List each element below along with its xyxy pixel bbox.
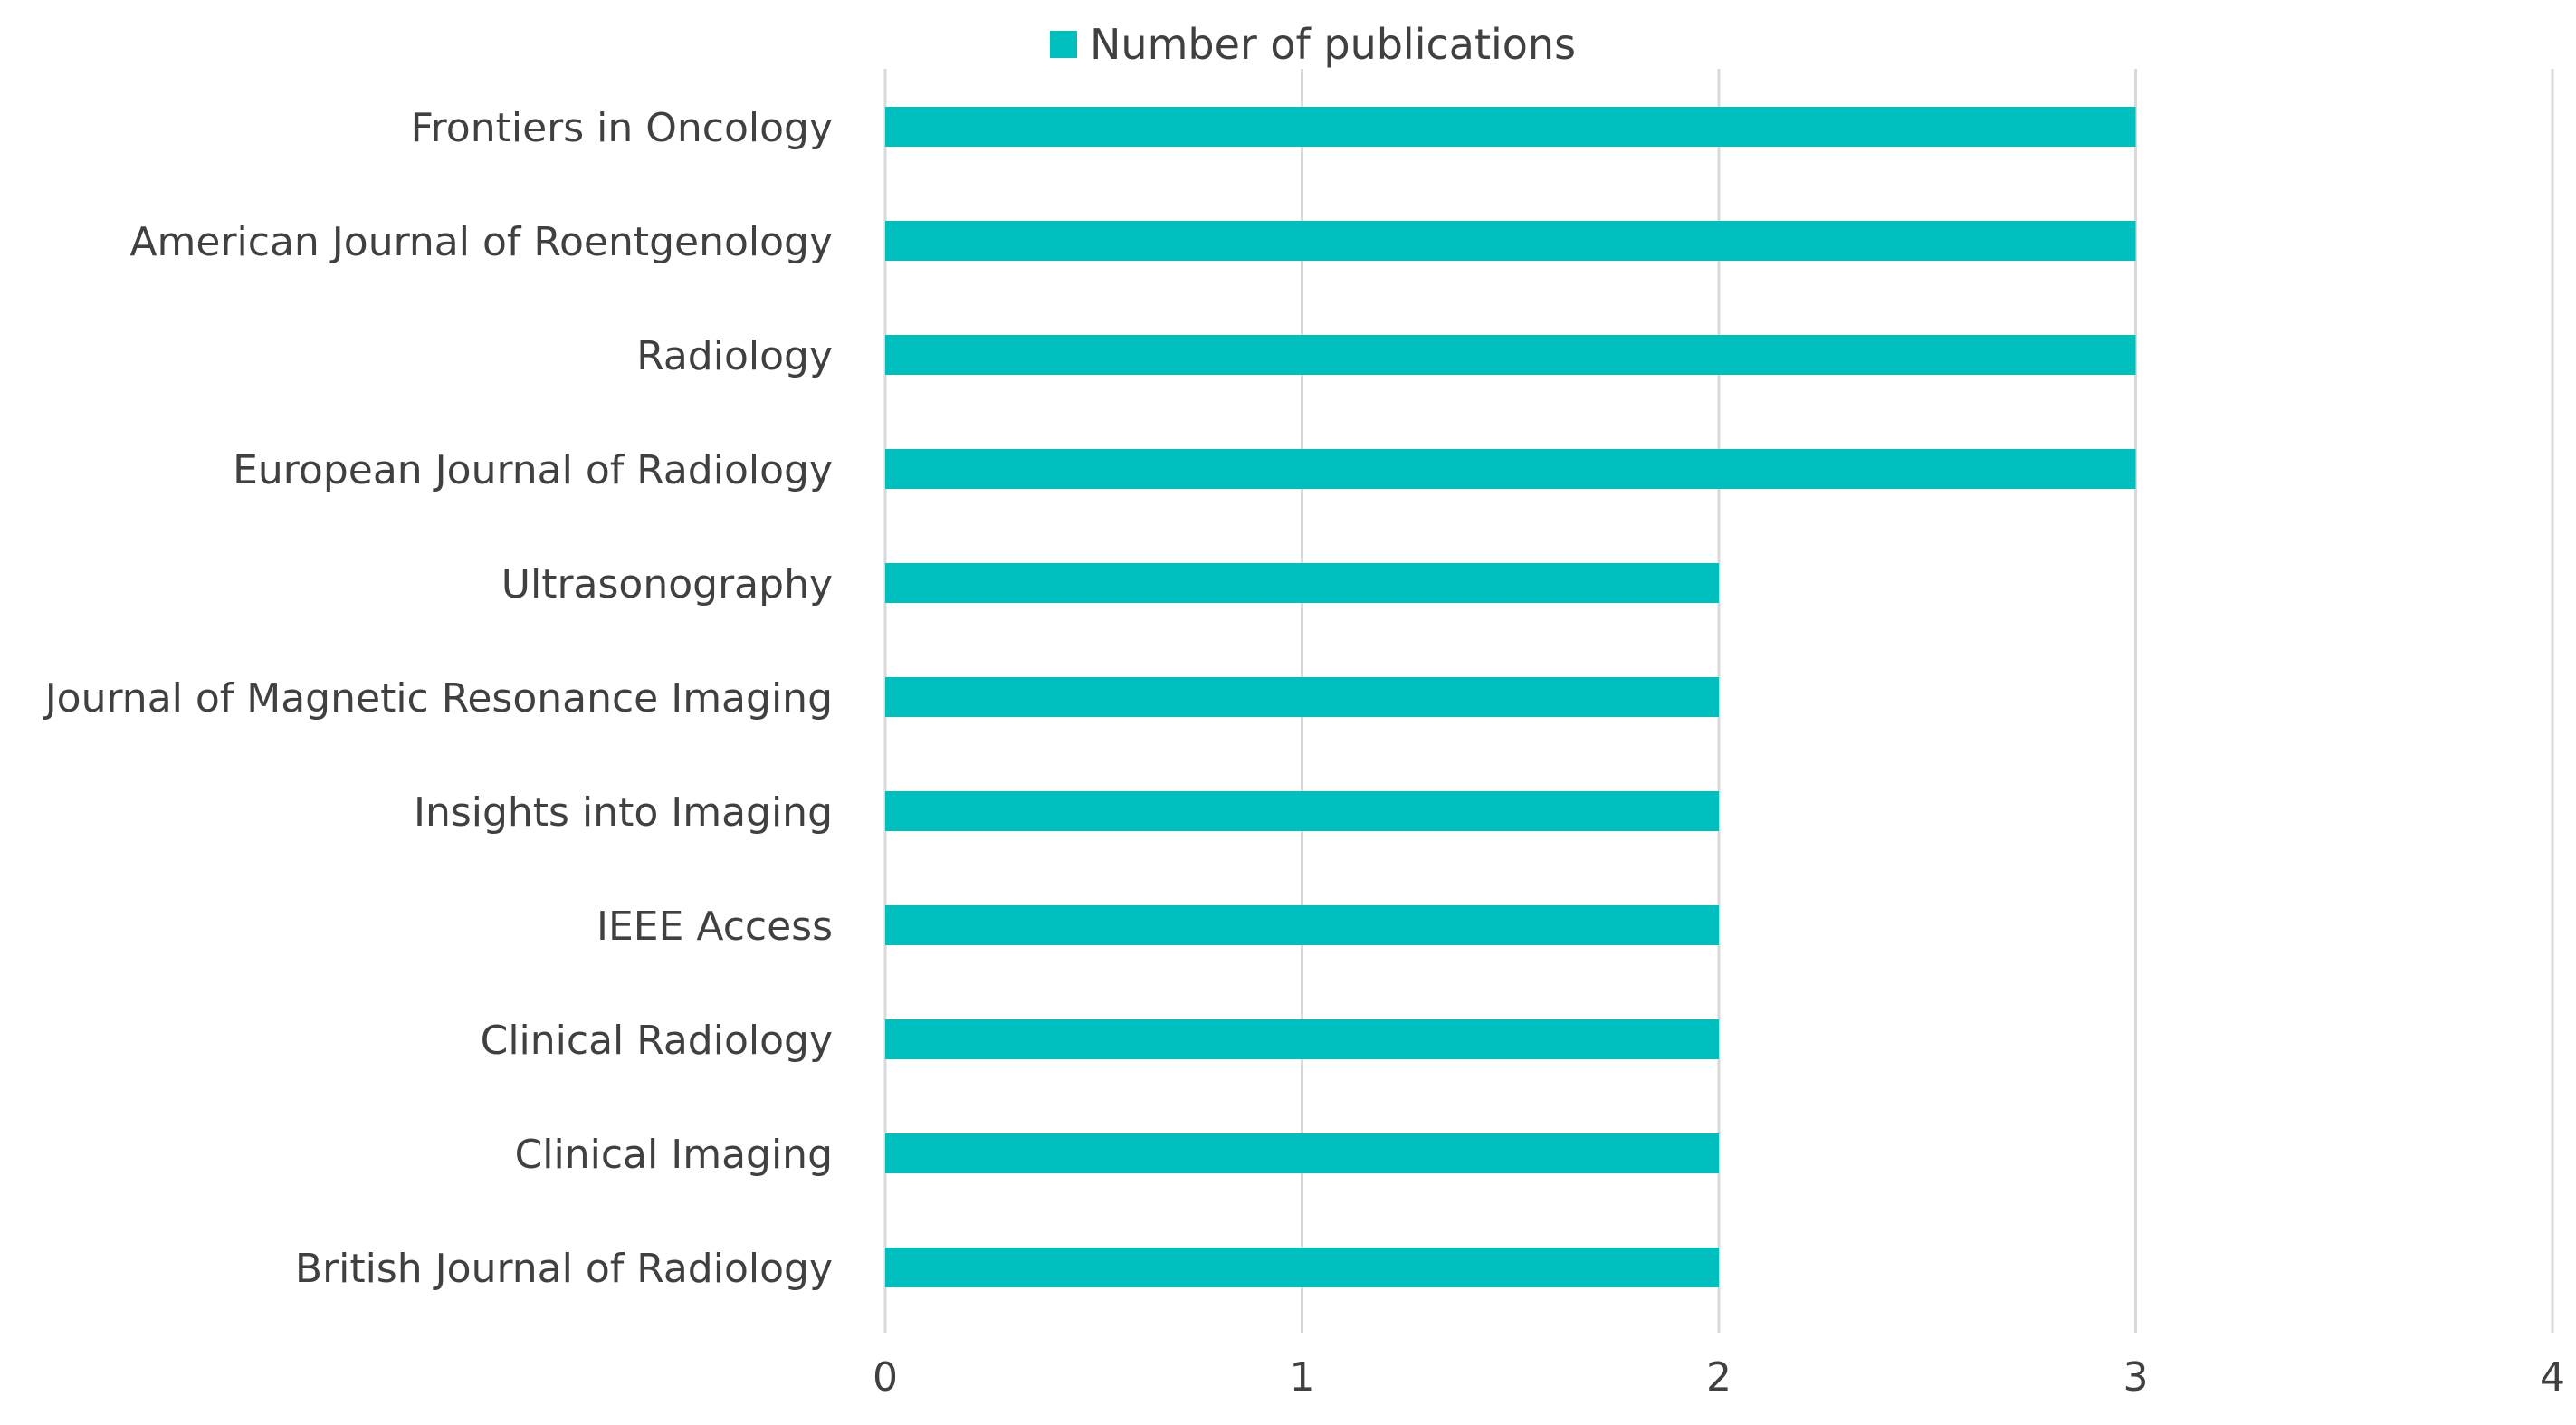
category-label: Clinical Imaging: [515, 1132, 833, 1178]
bar: [885, 221, 2136, 261]
x-tick-label: 1: [1290, 1354, 1315, 1401]
legend-label: Number of publications: [1090, 20, 1577, 69]
bar: [885, 1019, 1719, 1059]
bar: [885, 791, 1719, 831]
category-label: Radiology: [636, 333, 833, 379]
bars: [885, 107, 2136, 1287]
legend: Number of publications: [1050, 20, 1576, 69]
bar: [885, 563, 1719, 603]
category-label: European Journal of Radiology: [233, 447, 833, 493]
x-tick-label: 2: [1706, 1354, 1732, 1401]
category-label: Frontiers in Oncology: [411, 105, 833, 151]
category-labels: Frontiers in Oncology American Journal of…: [43, 105, 833, 1292]
x-tick-label: 3: [2123, 1354, 2149, 1401]
category-label: Insights into Imaging: [414, 789, 833, 836]
x-tick-label: 4: [2540, 1354, 2565, 1401]
x-tick-label: 0: [873, 1354, 898, 1401]
category-label: American Journal of Roentgenology: [129, 219, 833, 265]
category-label: British Journal of Radiology: [295, 1246, 833, 1292]
bar: [885, 335, 2136, 375]
x-tick-labels: 0 1 2 3 4: [873, 1354, 2565, 1401]
legend-swatch: [1050, 31, 1077, 58]
bar: [885, 449, 2136, 489]
category-label: Journal of Magnetic Resonance Imaging: [43, 675, 833, 722]
category-label: Clinical Radiology: [481, 1018, 833, 1064]
bar: [885, 905, 1719, 945]
bar: [885, 677, 1719, 717]
category-label: IEEE Access: [596, 904, 833, 950]
bar: [885, 107, 2136, 147]
bar: [885, 1248, 1719, 1287]
bar: [885, 1133, 1719, 1173]
category-label: Ultrasonography: [501, 561, 833, 607]
